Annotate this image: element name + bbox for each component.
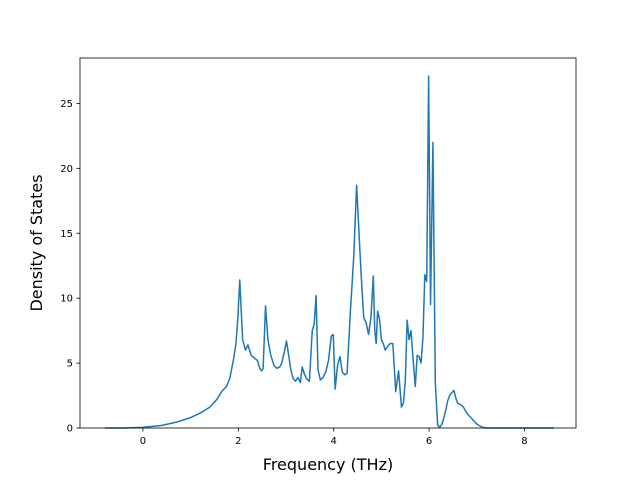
series-line [105, 75, 554, 429]
x-tick-label: 8 [521, 436, 527, 447]
plot-background [80, 58, 576, 428]
y-tick-label: 10 [60, 294, 73, 305]
y-tick-label: 0 [67, 424, 73, 435]
y-tick-label: 15 [60, 229, 73, 240]
x-axis-ticks: 0 2 4 6 8 [140, 428, 528, 447]
y-tick-label: 5 [67, 359, 73, 370]
y-axis-label: Density of States [27, 174, 46, 311]
y-axis-ticks: 0 5 10 15 20 25 [60, 99, 80, 435]
y-tick-label: 25 [60, 99, 73, 110]
x-tick-label: 0 [140, 436, 146, 447]
x-tick-label: 6 [426, 436, 432, 447]
x-tick-label: 4 [331, 436, 337, 447]
x-axis-label: Frequency (THz) [263, 455, 393, 474]
plot-frame [79, 57, 577, 429]
y-tick-label: 20 [60, 164, 73, 175]
x-tick-label: 2 [235, 436, 241, 447]
